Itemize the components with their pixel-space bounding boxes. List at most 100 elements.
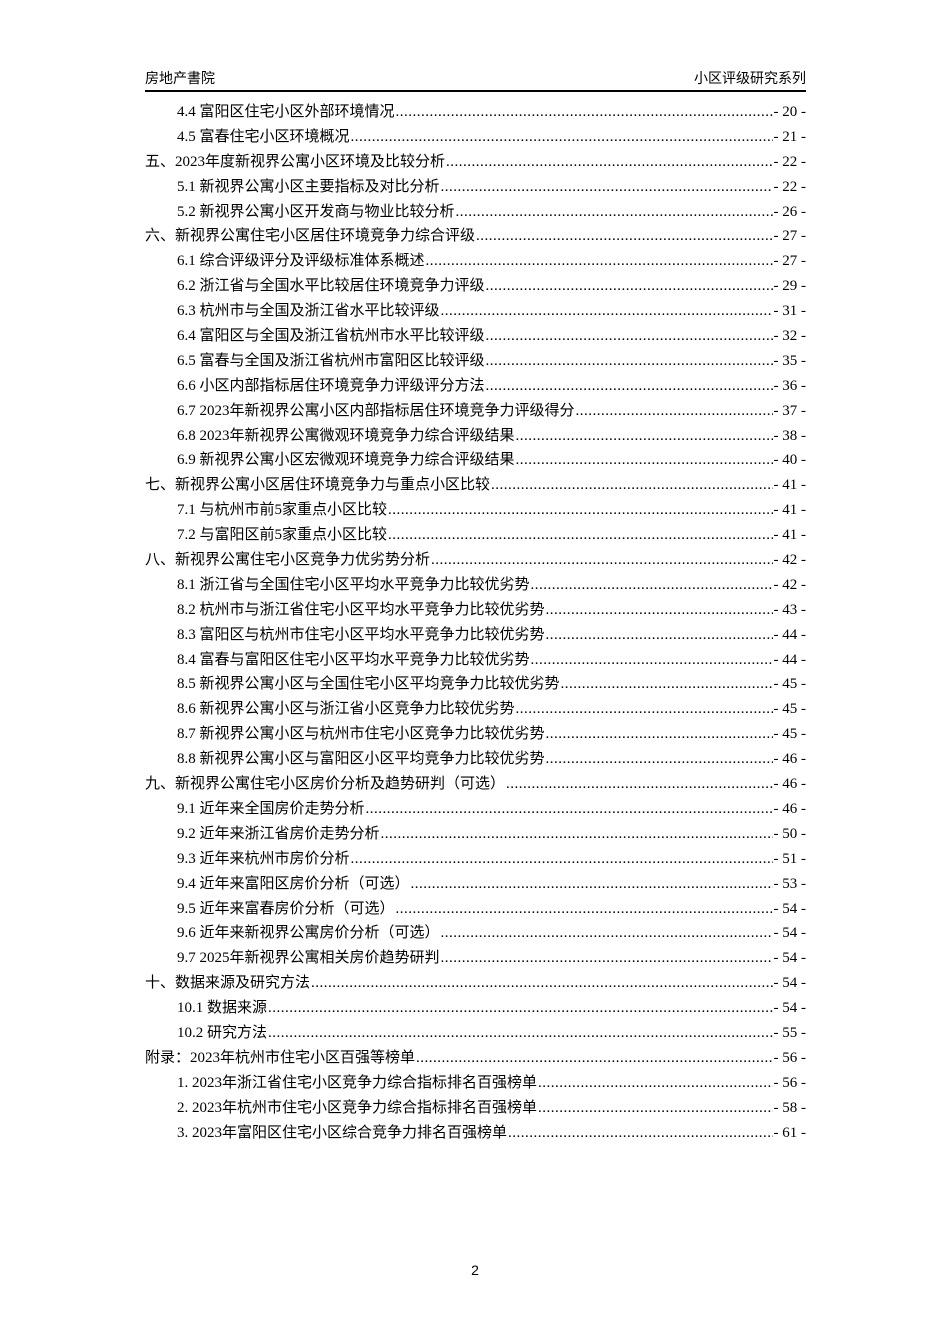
toc-entry-page: - 44 -	[773, 651, 807, 668]
toc-entry[interactable]: 8.5 新视界公寓小区与全国住宅小区平均竞争力比较优劣势 - 45 -	[145, 672, 806, 697]
toc-entry-title: 1. 2023年浙江省住宅小区竞争力综合指标排名百强榜单	[177, 1074, 538, 1091]
toc-entry-page: - 35 -	[773, 352, 807, 369]
toc-entry-title: 十、数据来源及研究方法	[145, 975, 311, 992]
toc-entry-page: - 54 -	[773, 950, 807, 967]
dot-leader	[311, 971, 772, 996]
toc-entry-page: - 29 -	[773, 278, 807, 295]
toc-entry-title: 9.3 近年来杭州市房价分析	[177, 850, 350, 867]
toc-entry-title: 六、新视界公寓住宅小区居住环境竞争力综合评级	[145, 228, 476, 245]
toc-entry-title: 八、新视界公寓住宅小区竞争力优劣势分析	[145, 552, 431, 569]
toc-entry[interactable]: 8.7 新视界公寓小区与杭州市住宅小区竞争力比较优劣势 - 45 -	[145, 722, 806, 747]
toc-entry[interactable]: 9.1 近年来全国房价走势分析 - 46 -	[145, 797, 806, 822]
toc-entry[interactable]: 6.6 小区内部指标居住环境竞争力评级评分方法 - 36 -	[145, 374, 806, 399]
dot-leader	[506, 772, 772, 797]
toc-entry[interactable]: 9.4 近年来富阳区房价分析（可选） - 53 -	[145, 872, 806, 897]
toc-entry[interactable]: 9.6 近年来新视界公寓房价分析（可选） - 54 -	[145, 921, 806, 946]
dot-leader	[446, 150, 772, 175]
toc-entry[interactable]: 9.7 2025年新视界公寓相关房价趋势研判 - 54 -	[145, 946, 806, 971]
dot-leader	[381, 822, 773, 847]
toc-entry-title: 6.4 富阳区与全国及浙江省杭州市水平比较评级	[177, 328, 485, 345]
toc-entry[interactable]: 1. 2023年浙江省住宅小区竞争力综合指标排名百强榜单 - 56 -	[145, 1071, 806, 1096]
dot-leader	[396, 100, 773, 125]
dot-leader	[456, 200, 773, 225]
toc-entry-page: - 51 -	[773, 850, 807, 867]
toc-entry[interactable]: 9.2 近年来浙江省房价走势分析 - 50 -	[145, 822, 806, 847]
toc-entry-title: 8.1 浙江省与全国住宅小区平均水平竞争力比较优劣势	[177, 576, 530, 593]
toc-entry[interactable]: 6.5 富春与全国及浙江省杭州市富阳区比较评级 - 35 -	[145, 349, 806, 374]
toc-entry[interactable]: 6.4 富阳区与全国及浙江省杭州市水平比较评级 - 32 -	[145, 324, 806, 349]
dot-leader	[576, 399, 773, 424]
toc-entry-page: - 46 -	[773, 800, 807, 817]
toc-entry-title: 4.4 富阳区住宅小区外部环境情况	[177, 104, 395, 120]
toc-entry-page: - 55 -	[773, 1024, 807, 1041]
toc-entry-page: - 54 -	[773, 900, 807, 917]
toc-entry[interactable]: 7.2 与富阳区前5家重点小区比较 - 41 -	[145, 523, 806, 548]
toc-entry-title: 8.2 杭州市与浙江省住宅小区平均水平竞争力比较优劣势	[177, 601, 545, 618]
dot-leader	[416, 1046, 772, 1071]
toc-entry-page: - 41 -	[773, 527, 807, 544]
toc-entry-page: - 32 -	[773, 328, 807, 345]
toc-entry-title: 8.6 新视界公寓小区与浙江省小区竞争力比较优劣势	[177, 701, 515, 718]
toc-entry[interactable]: 九、新视界公寓住宅小区房价分析及趋势研判（可选） - 46 -	[145, 772, 806, 797]
toc-entry-title: 6.3 杭州市与全国及浙江省水平比较评级	[177, 303, 440, 320]
toc-entry-title: 10.1 数据来源	[177, 1000, 268, 1017]
toc-entry-title: 6.5 富春与全国及浙江省杭州市富阳区比较评级	[177, 352, 485, 369]
toc-entry-title: 7.2 与富阳区前5家重点小区比较	[177, 527, 388, 544]
toc-entry-title: 8.3 富阳区与杭州市住宅小区平均水平竞争力比较优劣势	[177, 626, 545, 643]
toc-entry[interactable]: 6.9 新视界公寓小区宏微观环境竞争力综合评级结果 - 40 -	[145, 448, 806, 473]
toc-entry[interactable]: 4.5 富春住宅小区环境概况 - 21 -	[145, 125, 806, 150]
toc-entry-title: 5.1 新视界公寓小区主要指标及对比分析	[177, 178, 440, 195]
toc-entry[interactable]: 6.7 2023年新视界公寓小区内部指标居住环境竞争力评级得分 - 37 -	[145, 399, 806, 424]
toc-entry[interactable]: 5.2 新视界公寓小区开发商与物业比较分析 - 26 -	[145, 200, 806, 225]
toc-entry[interactable]: 4.4 富阳区住宅小区外部环境情况 - 20 -	[145, 100, 806, 125]
toc-entry[interactable]: 8.8 新视界公寓小区与富阳区小区平均竞争力比较优劣势 - 46 -	[145, 747, 806, 772]
toc-entry[interactable]: 3. 2023年富阳区住宅小区综合竞争力排名百强榜单 - 61 -	[145, 1121, 806, 1146]
header-left: 房地产書院	[145, 70, 215, 86]
toc-entry-page: - 44 -	[773, 626, 807, 643]
toc-entry[interactable]: 8.1 浙江省与全国住宅小区平均水平竞争力比较优劣势 - 42 -	[145, 573, 806, 598]
toc-entry[interactable]: 七、新视界公寓小区居住环境竞争力与重点小区比较 - 41 -	[145, 473, 806, 498]
dot-leader	[268, 996, 772, 1021]
toc-entry[interactable]: 8.3 富阳区与杭州市住宅小区平均水平竞争力比较优劣势 - 44 -	[145, 623, 806, 648]
toc-entry-page: - 37 -	[773, 402, 807, 419]
toc-entry[interactable]: 六、新视界公寓住宅小区居住环境竞争力综合评级 - 27 -	[145, 224, 806, 249]
toc-entry-title: 6.6 小区内部指标居住环境竞争力评级评分方法	[177, 377, 485, 394]
dot-leader	[486, 274, 773, 299]
dot-leader	[538, 1096, 772, 1121]
toc-entry[interactable]: 6.2 浙江省与全国水平比较居住环境竞争力评级 - 29 -	[145, 274, 806, 299]
toc-entry-page: - 58 -	[773, 1099, 807, 1116]
toc-entry-title: 8.4 富春与富阳区住宅小区平均水平竞争力比较优劣势	[177, 651, 530, 668]
toc-entry[interactable]: 2. 2023年杭州市住宅小区竞争力综合指标排名百强榜单 - 58 -	[145, 1096, 806, 1121]
dot-leader	[426, 249, 773, 274]
toc-entry-title: 9.2 近年来浙江省房价走势分析	[177, 825, 380, 842]
toc-entry[interactable]: 5.1 新视界公寓小区主要指标及对比分析 - 22 -	[145, 175, 806, 200]
toc-entry[interactable]: 附录：2023年杭州市住宅小区百强等榜单 - 56 -	[145, 1046, 806, 1071]
toc-entry[interactable]: 6.8 2023年新视界公寓微观环境竞争力综合评级结果 - 38 -	[145, 424, 806, 449]
toc-entry[interactable]: 6.1 综合评级评分及评级标准体系概述 - 27 -	[145, 249, 806, 274]
toc-entry-page: - 43 -	[773, 601, 807, 618]
toc-entry[interactable]: 9.3 近年来杭州市房价分析 - 51 -	[145, 847, 806, 872]
toc-entry-page: - 45 -	[773, 676, 807, 693]
toc-entry-page: - 42 -	[773, 576, 807, 593]
toc-entry[interactable]: 五、2023年度新视界公寓小区环境及比较分析 - 22 -	[145, 150, 806, 175]
toc-entry[interactable]: 6.3 杭州市与全国及浙江省水平比较评级 - 31 -	[145, 299, 806, 324]
toc-entry[interactable]: 八、新视界公寓住宅小区竞争力优劣势分析 - 42 -	[145, 548, 806, 573]
toc-entry-title: 五、2023年度新视界公寓小区环境及比较分析	[145, 153, 446, 170]
toc-entry-title: 9.7 2025年新视界公寓相关房价趋势研判	[177, 950, 440, 967]
toc-entry[interactable]: 7.1 与杭州市前5家重点小区比较 - 41 -	[145, 498, 806, 523]
toc-entry[interactable]: 十、数据来源及研究方法 - 54 -	[145, 971, 806, 996]
toc-entry[interactable]: 8.2 杭州市与浙江省住宅小区平均水平竞争力比较优劣势 - 43 -	[145, 598, 806, 623]
dot-leader	[441, 299, 773, 324]
toc-entry[interactable]: 8.4 富春与富阳区住宅小区平均水平竞争力比较优劣势 - 44 -	[145, 648, 806, 673]
toc-entry[interactable]: 10.2 研究方法 - 55 -	[145, 1021, 806, 1046]
toc-entry-page: - 61 -	[773, 1124, 807, 1141]
dot-leader	[441, 946, 773, 971]
toc-entry[interactable]: 8.6 新视界公寓小区与浙江省小区竞争力比较优劣势 - 45 -	[145, 697, 806, 722]
toc-entry-page: - 41 -	[773, 477, 807, 494]
dot-leader	[516, 697, 773, 722]
table-of-contents: 4.4 富阳区住宅小区外部环境情况 - 20 - 4.5 富春住宅小区环境概况 - 2…	[145, 100, 806, 1145]
toc-entry[interactable]: 9.5 近年来富春房价分析（可选） - 54 -	[145, 897, 806, 922]
toc-entry-page: - 22 -	[773, 178, 807, 195]
toc-entry-title: 8.8 新视界公寓小区与富阳区小区平均竞争力比较优劣势	[177, 751, 545, 768]
toc-entry[interactable]: 10.1 数据来源 - 54 -	[145, 996, 806, 1021]
